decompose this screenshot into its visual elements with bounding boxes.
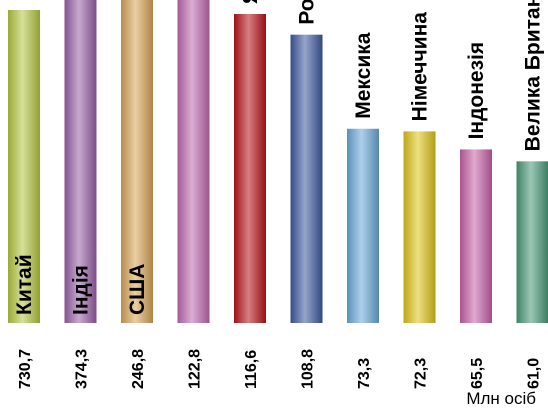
bar-9	[460, 149, 492, 323]
value-label: 61,0	[526, 358, 543, 389]
value-label: 108,8	[300, 349, 317, 389]
value-label: 374,3	[74, 349, 91, 389]
category-label: Велика Британія	[522, 0, 545, 151]
bar-7	[347, 128, 379, 323]
value-label: 116,6	[243, 350, 260, 389]
category-label: США	[126, 264, 149, 315]
value-label: 246,8	[130, 349, 147, 389]
value-label: 72,3	[413, 358, 430, 389]
category-label: Росія	[296, 0, 319, 25]
category-label: Індонезія	[465, 42, 488, 140]
value-label: 65,5	[469, 358, 486, 389]
category-label: Китай	[13, 254, 36, 315]
bar-6	[290, 34, 323, 324]
value-label: 122,8	[187, 349, 204, 389]
category-label: Індія	[70, 265, 93, 315]
bar-5	[234, 14, 266, 323]
value-label: 73,3	[356, 358, 373, 389]
unit-label: Млн осіб	[466, 389, 536, 408]
category-label: Японія	[239, 0, 262, 4]
category-label: Німеччина	[409, 12, 432, 122]
bar-8	[403, 131, 436, 323]
bar-2	[64, 0, 97, 323]
bar-10	[516, 161, 548, 323]
value-label: 730,7	[17, 349, 34, 389]
bar-3	[121, 0, 153, 324]
bar-1	[8, 10, 40, 323]
bar-4	[177, 0, 210, 324]
category-label: Мексика	[352, 32, 375, 119]
